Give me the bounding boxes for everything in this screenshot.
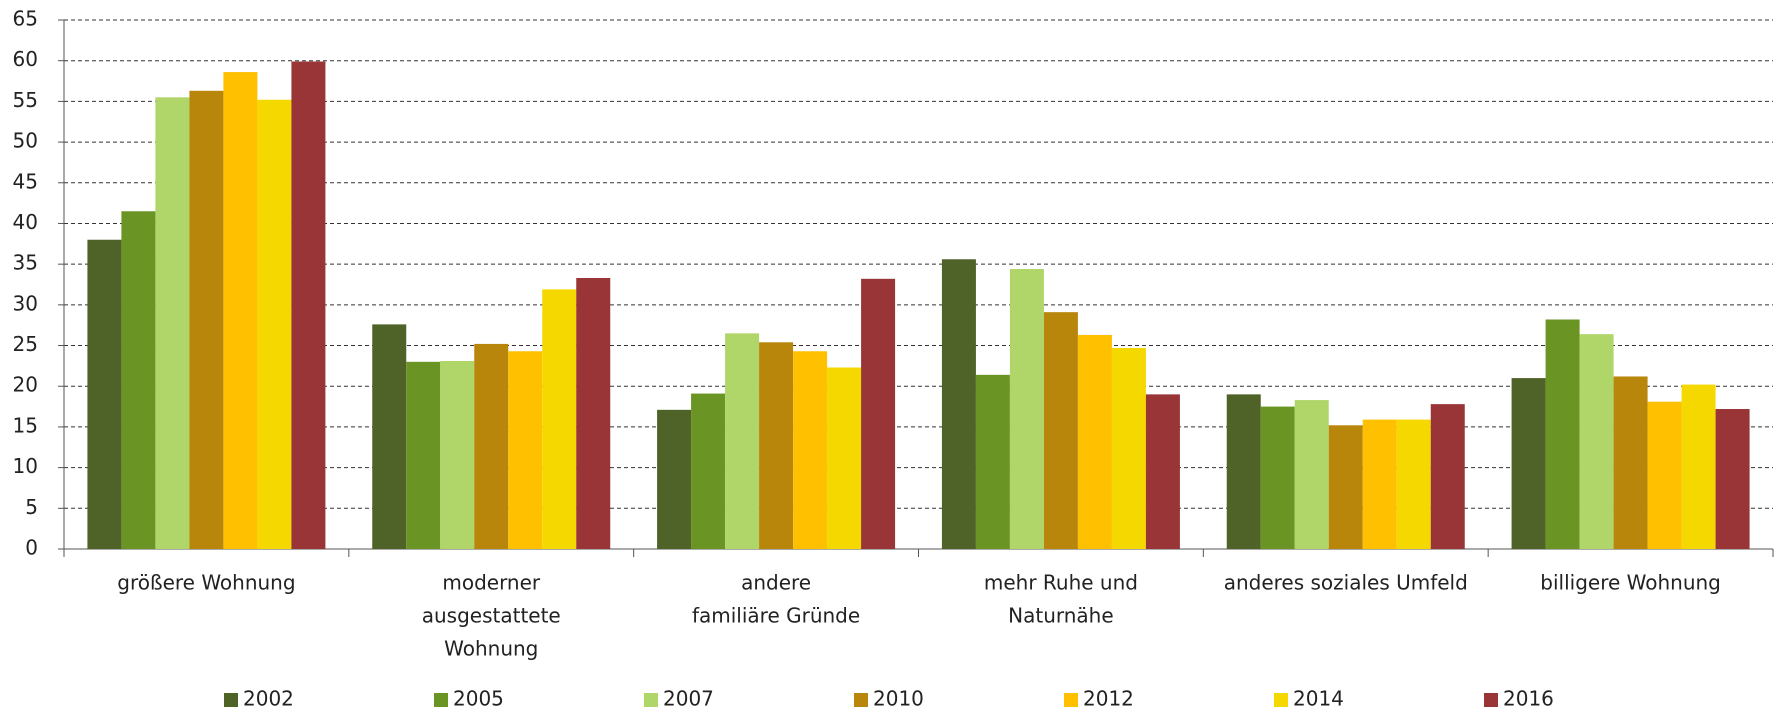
bar bbox=[508, 351, 543, 549]
y-tick-label: 65 bbox=[13, 7, 38, 31]
bar bbox=[827, 367, 862, 549]
legend-label: 2010 bbox=[873, 687, 924, 711]
legend-label: 2014 bbox=[1293, 687, 1344, 711]
bar bbox=[189, 90, 224, 549]
bar bbox=[474, 343, 509, 549]
legend-swatch bbox=[1274, 693, 1288, 707]
bar bbox=[1226, 394, 1261, 549]
bar bbox=[1579, 334, 1614, 549]
bar bbox=[406, 361, 441, 549]
bar bbox=[291, 61, 326, 549]
x-tick-label: ausgestattete bbox=[422, 604, 561, 628]
bar bbox=[576, 277, 611, 549]
legend-swatch bbox=[1484, 693, 1498, 707]
bar bbox=[1511, 378, 1546, 549]
x-tick-label: Wohnung bbox=[444, 637, 538, 661]
bar bbox=[1043, 312, 1078, 549]
bar bbox=[257, 99, 292, 549]
y-tick-label: 30 bbox=[13, 291, 38, 315]
bar bbox=[759, 342, 794, 549]
bar bbox=[691, 393, 726, 549]
x-tick-label: größere Wohnung bbox=[117, 571, 295, 595]
y-tick-label: 60 bbox=[13, 47, 38, 71]
bar bbox=[87, 239, 122, 549]
bar bbox=[1715, 409, 1750, 549]
x-tick-label: billigere Wohnung bbox=[1540, 571, 1721, 595]
bar bbox=[1294, 400, 1329, 549]
legend-label: 2012 bbox=[1083, 687, 1134, 711]
legend-swatch bbox=[854, 693, 868, 707]
bar bbox=[941, 259, 976, 549]
y-tick-label: 25 bbox=[13, 332, 38, 356]
bar bbox=[1009, 269, 1044, 549]
bar bbox=[542, 289, 577, 549]
y-tick-label: 0 bbox=[25, 536, 38, 560]
bar bbox=[975, 374, 1010, 549]
bar bbox=[1613, 376, 1648, 549]
x-tick-label: anderes soziales Umfeld bbox=[1224, 571, 1468, 595]
bar bbox=[1362, 419, 1397, 549]
bar bbox=[657, 409, 692, 549]
legend-label: 2005 bbox=[453, 687, 504, 711]
y-tick-label: 55 bbox=[13, 88, 38, 112]
bar bbox=[725, 333, 760, 549]
y-tick-label: 50 bbox=[13, 129, 38, 153]
y-tick-label: 10 bbox=[13, 454, 38, 478]
bar bbox=[1111, 347, 1146, 549]
x-tick-label: andere bbox=[741, 571, 811, 595]
y-tick-label: 35 bbox=[13, 251, 38, 275]
bar bbox=[1430, 404, 1465, 549]
y-tick-label: 40 bbox=[13, 210, 38, 234]
bar bbox=[1077, 334, 1112, 549]
bar bbox=[861, 278, 896, 549]
bar bbox=[440, 361, 475, 549]
bar bbox=[121, 211, 156, 549]
bar bbox=[1545, 319, 1580, 549]
bar bbox=[1647, 401, 1682, 549]
legend-swatch bbox=[224, 693, 238, 707]
bar bbox=[1260, 406, 1295, 549]
legend-swatch bbox=[434, 693, 448, 707]
legend-swatch bbox=[1064, 693, 1078, 707]
bar bbox=[1145, 394, 1180, 549]
bar bbox=[1328, 425, 1363, 549]
legend-label: 2007 bbox=[663, 687, 714, 711]
legend-label: 2016 bbox=[1503, 687, 1554, 711]
x-tick-label: Naturnähe bbox=[1008, 604, 1114, 628]
bar bbox=[372, 324, 407, 549]
y-tick-label: 15 bbox=[13, 413, 38, 437]
y-tick-label: 20 bbox=[13, 373, 38, 397]
bar bbox=[155, 97, 190, 550]
bar bbox=[793, 351, 828, 549]
bar bbox=[1681, 384, 1716, 549]
y-tick-label: 45 bbox=[13, 169, 38, 193]
legend-swatch bbox=[644, 693, 658, 707]
legend-label: 2002 bbox=[243, 687, 294, 711]
bar bbox=[1396, 419, 1431, 549]
x-tick-label: familiäre Gründe bbox=[692, 604, 860, 628]
x-tick-label: mehr Ruhe und bbox=[984, 571, 1138, 595]
y-tick-label: 5 bbox=[25, 495, 38, 519]
x-tick-label: moderner bbox=[442, 571, 541, 595]
bar bbox=[223, 72, 258, 549]
